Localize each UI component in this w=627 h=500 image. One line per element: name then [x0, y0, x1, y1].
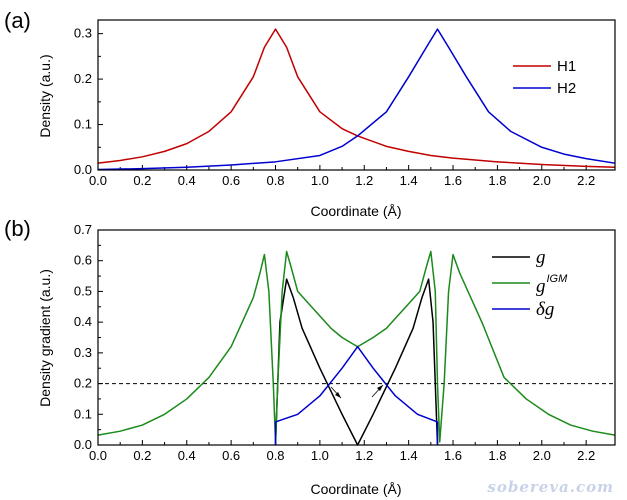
- x-tick-label-b: 0.6: [222, 448, 240, 463]
- y-tick-label-b: 0.2: [74, 376, 92, 391]
- x-tick-label-a: 2.0: [533, 173, 551, 188]
- x-tick-label-b: 0.0: [89, 448, 107, 463]
- x-axis-label-b: Coordinate (Å): [310, 481, 401, 497]
- y-tick-label-b: 0.5: [74, 283, 92, 298]
- series-line-g: [274, 278, 439, 446]
- x-tick-label-b: 1.8: [488, 448, 506, 463]
- panel-a: (a) Density (a.u.) Coordinate (Å) 0.0 0.2…: [4, 8, 616, 219]
- axes-frame-a: [97, 19, 616, 171]
- series-line-h2: [97, 28, 616, 171]
- x-tick-label-a: 1.6: [444, 173, 462, 188]
- legend-label-delta-g: δg: [536, 299, 554, 320]
- panel-label-a: (a): [4, 8, 31, 33]
- series-line-gigm: [97, 250, 616, 443]
- y-tick-label-b: 0.3: [74, 345, 92, 360]
- y-axis-label-b: Density gradient (a.u.): [37, 269, 53, 407]
- y-tick-label-b: 0.4: [74, 314, 92, 329]
- y-tick-label-b: 0.1: [74, 406, 92, 421]
- y-tick-label-a: 0.2: [74, 71, 92, 86]
- x-tick-label-a: 0.0: [89, 173, 107, 188]
- x-tick-label-a: 1.2: [355, 173, 373, 188]
- y-tick-label-b: 0.6: [74, 253, 92, 268]
- arrow-right-head: [377, 385, 383, 391]
- x-tick-label-b: 1.0: [311, 448, 329, 463]
- x-tick-label-b: 1.6: [444, 448, 462, 463]
- x-tick-label-a: 0.2: [133, 173, 151, 188]
- plot-area-a: [97, 28, 616, 171]
- x-tick-label-a: 1.4: [400, 173, 418, 188]
- y-axis-label-a: Density (a.u.): [37, 54, 53, 137]
- ticks-a: 0.0 0.2 0.4 0.6 0.8 1.0 1.2 1.4 1.6 1.8 2.0 2.2 0.0 0…: [74, 26, 595, 188]
- x-tick-label-a: 0.8: [266, 173, 284, 188]
- x-tick-label-b: 0.2: [133, 448, 151, 463]
- x-tick-label-b: 0.8: [266, 448, 284, 463]
- x-tick-label-b: 2.0: [533, 448, 551, 463]
- axes-frame-b: [97, 229, 616, 446]
- x-tick-label-a: 0.6: [222, 173, 240, 188]
- watermark-text: sobereva.com: [487, 478, 614, 496]
- series-line-g: [274, 345, 439, 445]
- legend-label-h2: H2: [557, 80, 576, 97]
- x-axis-label-a: Coordinate (Å): [310, 203, 401, 219]
- y-tick-label-b: 0.7: [74, 222, 92, 237]
- legend-b: g gIGM δg: [492, 247, 568, 320]
- x-tick-label-a: 2.2: [577, 173, 595, 188]
- x-tick-label-b: 0.4: [178, 448, 196, 463]
- x-tick-label-a: 1.0: [311, 173, 329, 188]
- panel-label-b: (b): [4, 216, 31, 241]
- series-line-h1: [97, 28, 616, 169]
- x-tick-label-a: 0.4: [178, 173, 196, 188]
- annotation-arrows: [330, 384, 384, 399]
- y-tick-label-b: 0.0: [74, 437, 92, 452]
- legend-label-gigm-base: g: [536, 276, 546, 297]
- x-tick-label-b: 2.2: [577, 448, 595, 463]
- x-tick-label-a: 1.8: [488, 173, 506, 188]
- panel-b: (b) Density gradient (a.u.) Coordinate (…: [4, 216, 616, 497]
- legend-label-h1: H1: [557, 58, 576, 75]
- ticks-b: 0.0 0.2 0.4 0.6 0.8 1.0 1.2 1.4 1.6 1.8 2.0 2.2 0.0 0…: [74, 222, 595, 463]
- y-tick-label-a: 0.3: [74, 26, 92, 41]
- legend-label-gigm-sup: IGM: [547, 273, 569, 285]
- x-tick-label-b: 1.2: [355, 448, 373, 463]
- legend-a: H1 H2: [513, 58, 576, 97]
- arrow-left-head: [335, 392, 341, 398]
- y-tick-label-a: 0.0: [74, 162, 92, 177]
- legend-label-g: g: [536, 247, 546, 268]
- y-tick-label-a: 0.1: [74, 117, 92, 132]
- x-tick-label-b: 1.4: [400, 448, 418, 463]
- legend-label-gigm: gIGM: [536, 273, 568, 297]
